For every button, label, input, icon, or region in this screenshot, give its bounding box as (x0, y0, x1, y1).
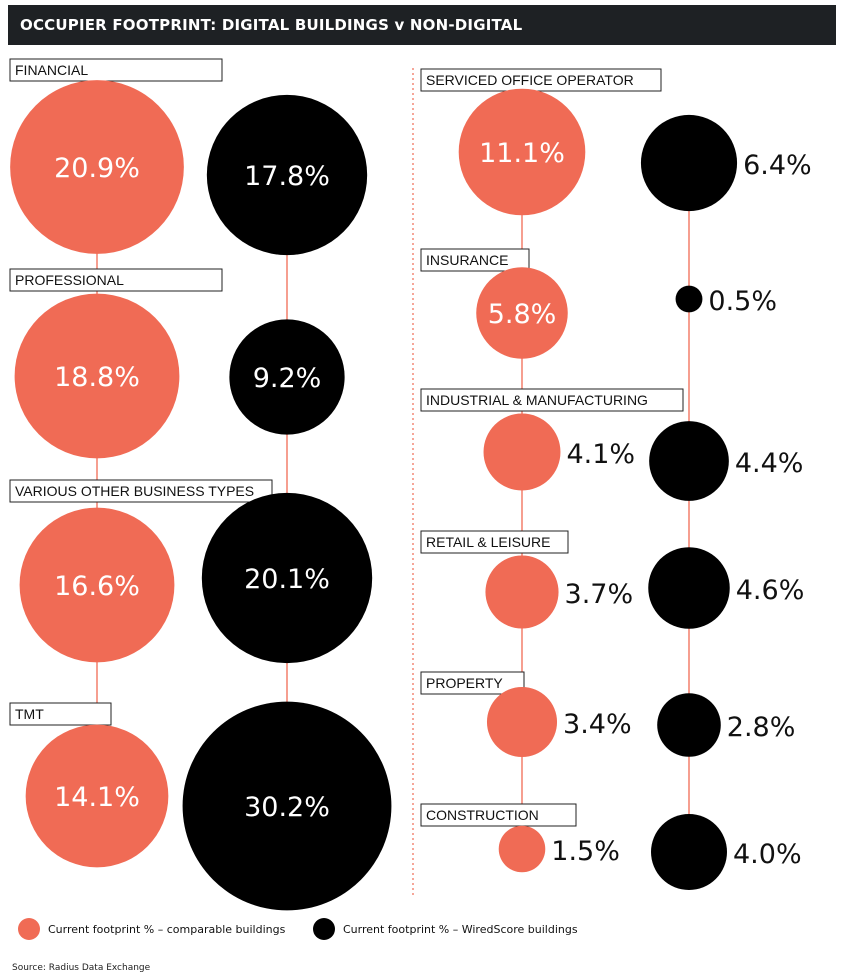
category-label-professional: PROFESSIONAL (15, 272, 124, 288)
category-box-serviced-office-operator (420, 68, 662, 92)
value-label-comparable-professional: 18.8% (54, 362, 140, 393)
value-label-wiredscore-various-other-business-types: 20.1% (244, 564, 330, 595)
value-label-wiredscore-construction: 4.0% (733, 839, 802, 870)
value-label-comparable-tmt: 14.1% (54, 782, 140, 813)
category-box-professional (9, 268, 223, 292)
bubble-comparable-insurance (476, 267, 568, 359)
category-label-insurance: INSURANCE (426, 252, 508, 268)
legend-comparable: Current footprint % – comparable buildin… (18, 918, 285, 940)
legend-comparable-label: Current footprint % – comparable buildin… (48, 922, 286, 936)
category-label-serviced-office-operator: SERVICED OFFICE OPERATOR (426, 72, 634, 88)
legend-comparable-swatch (18, 918, 40, 940)
category-box-retail-and-leisure (420, 530, 569, 554)
legend-wiredscore: Current footprint % – WiredScore buildin… (313, 918, 578, 940)
category-label-financial: FINANCIAL (15, 62, 88, 78)
bubble-wiredscore-tmt (182, 701, 392, 911)
category-label-industrial-and-manufacturing: INDUSTRIAL & MANUFACTURING (426, 392, 648, 408)
value-label-comparable-retail-and-leisure: 3.7% (565, 579, 634, 610)
value-label-comparable-insurance: 5.8% (488, 299, 557, 330)
value-label-comparable-property: 3.4% (563, 709, 632, 740)
bubble-comparable-professional (14, 293, 180, 459)
bubble-comparable-industrial-and-manufacturing (483, 413, 561, 491)
category-box-industrial-and-manufacturing (420, 388, 684, 412)
bubble-comparable-construction (498, 825, 546, 873)
legend-wiredscore-swatch (313, 918, 335, 940)
value-label-wiredscore-serviced-office-operator: 6.4% (743, 150, 812, 181)
value-label-wiredscore-insurance: 0.5% (708, 286, 777, 317)
bubble-wiredscore-industrial-and-manufacturing (649, 421, 729, 501)
legend-wiredscore-label: Current footprint % – WiredScore buildin… (343, 922, 578, 936)
value-label-comparable-financial: 20.9% (54, 153, 140, 184)
category-label-retail-and-leisure: RETAIL & LEISURE (426, 534, 550, 550)
value-label-wiredscore-retail-and-leisure: 4.6% (736, 575, 805, 606)
bubble-wiredscore-professional (229, 319, 345, 435)
bubble-comparable-tmt (25, 724, 169, 868)
bubble-wiredscore-various-other-business-types (201, 492, 373, 664)
bubble-wiredscore-serviced-office-operator (640, 114, 738, 212)
title-bar: OCCUPIER FOOTPRINT: DIGITAL BUILDINGS v … (8, 5, 836, 45)
category-label-various-other-business-types: VARIOUS OTHER BUSINESS TYPES (15, 483, 254, 499)
bubble-wiredscore-insurance (675, 285, 703, 313)
category-label-construction: CONSTRUCTION (426, 807, 539, 823)
category-box-various-other-business-types (9, 479, 273, 503)
chart-title: OCCUPIER FOOTPRINT: DIGITAL BUILDINGS v … (20, 16, 523, 34)
category-box-property (420, 671, 525, 695)
category-box-financial (9, 58, 223, 82)
value-label-wiredscore-professional: 9.2% (253, 363, 322, 394)
category-label-tmt: TMT (15, 706, 44, 722)
source-note: Source: Radius Data Exchange (12, 963, 151, 973)
bubble-wiredscore-construction (651, 814, 727, 890)
value-label-comparable-construction: 1.5% (551, 836, 620, 867)
bubble-comparable-financial (10, 80, 184, 254)
value-label-wiredscore-property: 2.8% (727, 712, 796, 743)
bubble-comparable-retail-and-leisure (485, 555, 559, 629)
category-box-tmt (9, 702, 112, 726)
value-label-comparable-serviced-office-operator: 11.1% (479, 138, 565, 169)
bubble-comparable-various-other-business-types (19, 507, 175, 663)
value-label-wiredscore-industrial-and-manufacturing: 4.4% (735, 448, 804, 479)
value-label-wiredscore-financial: 17.8% (244, 161, 330, 192)
value-label-comparable-industrial-and-manufacturing: 4.1% (566, 439, 635, 470)
bubble-wiredscore-financial (206, 94, 368, 256)
bubble-comparable-property (486, 686, 558, 758)
bubble-wiredscore-property (657, 693, 721, 757)
category-box-insurance (420, 248, 530, 272)
bubble-comparable-serviced-office-operator (458, 88, 586, 216)
bubble-wiredscore-retail-and-leisure (648, 547, 730, 629)
category-box-construction (420, 803, 577, 827)
value-label-wiredscore-tmt: 30.2% (244, 792, 330, 823)
value-label-comparable-various-other-business-types: 16.6% (54, 571, 140, 602)
category-label-property: PROPERTY (426, 675, 503, 691)
